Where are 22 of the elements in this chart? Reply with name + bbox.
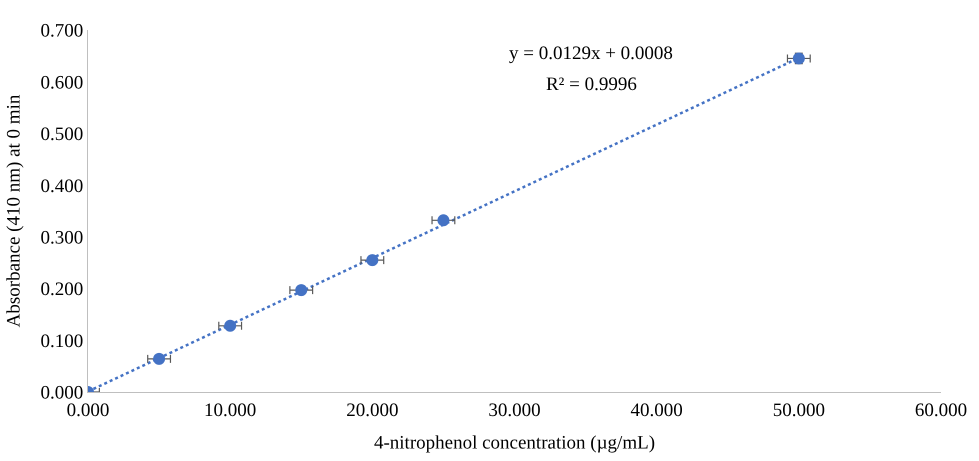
x-tick-label: 30.000 bbox=[488, 400, 541, 421]
y-tick-label: 0.600 bbox=[40, 72, 84, 94]
x-axis-title: 4-nitrophenol concentration (µg/mL) bbox=[374, 432, 656, 454]
point bbox=[224, 320, 236, 332]
point bbox=[153, 352, 166, 365]
y-tick-label: 0.200 bbox=[40, 279, 84, 300]
y-tick-label: 0.500 bbox=[40, 124, 84, 146]
point bbox=[295, 284, 308, 296]
x-tick-label: 40.000 bbox=[630, 400, 683, 421]
x-tick-label: 20.000 bbox=[346, 400, 398, 421]
point bbox=[366, 254, 378, 266]
annotation: R² = 0.9996 bbox=[546, 74, 637, 95]
y-tick-label: 0.700 bbox=[40, 20, 84, 42]
x-tick-label: 10.000 bbox=[204, 400, 256, 421]
x-tick-label: 50.000 bbox=[772, 400, 825, 421]
y-tick-label: 0.100 bbox=[40, 330, 84, 352]
x-tick-label: 60.000 bbox=[914, 400, 968, 421]
annotation: y = 0.0129x + 0.0008 bbox=[509, 43, 673, 64]
y-tick-label: 0.400 bbox=[40, 176, 84, 197]
y-tick-label: 0.300 bbox=[40, 228, 84, 249]
y-axis-title: Absorbance (410 nm) at 0 min bbox=[3, 94, 24, 328]
point bbox=[437, 214, 450, 226]
